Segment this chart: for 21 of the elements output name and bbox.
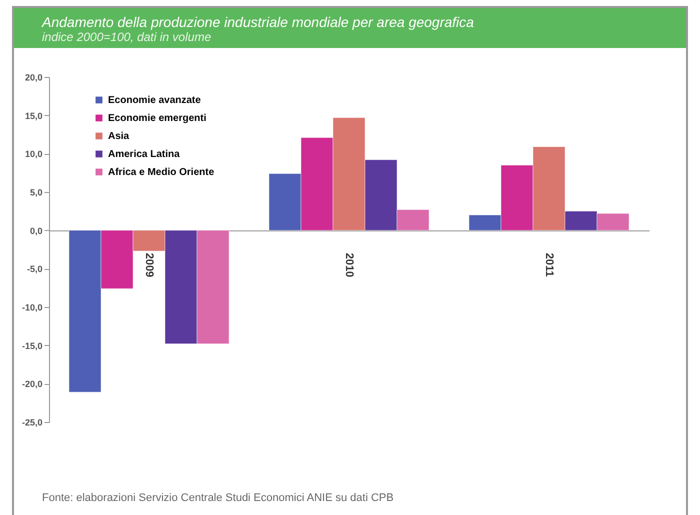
legend-label: America Latina <box>108 149 180 160</box>
legend-label: Economie avanzate <box>108 95 202 106</box>
legend-label: Africa e Medio Oriente <box>108 167 215 178</box>
y-tick-label: -25,0 <box>22 418 42 428</box>
source-note: Fonte: elaborazioni Servizio Centrale Studi Economici ANIE su dati CPB <box>42 492 394 504</box>
y-tick-label: -20,0 <box>22 379 42 390</box>
y-tick-label: -15,0 <box>22 340 42 351</box>
y-tick-label: -10,0 <box>22 302 42 312</box>
x-tick-label: 2010 <box>343 252 355 278</box>
x-tick-label: 2011 <box>543 252 555 277</box>
legend-label: Economie emergenti <box>108 113 207 124</box>
y-tick-label: 15,0 <box>24 110 42 121</box>
y-tick-label: -5,0 <box>26 264 42 274</box>
x-tick-label: 2009 <box>143 252 155 278</box>
chart-subtitle: indice 2000=100, dati in volume <box>42 30 212 44</box>
y-tick-label: 10,0 <box>24 149 42 160</box>
y-tick-label: 20,0 <box>24 72 42 82</box>
legend-label: Asia <box>108 131 130 142</box>
y-tick-label: 5,0 <box>30 188 42 198</box>
y-tick-label: 0,0 <box>30 226 42 236</box>
chart-title: Andamento della produzione industriale mondiale per area geografica <box>42 14 475 30</box>
